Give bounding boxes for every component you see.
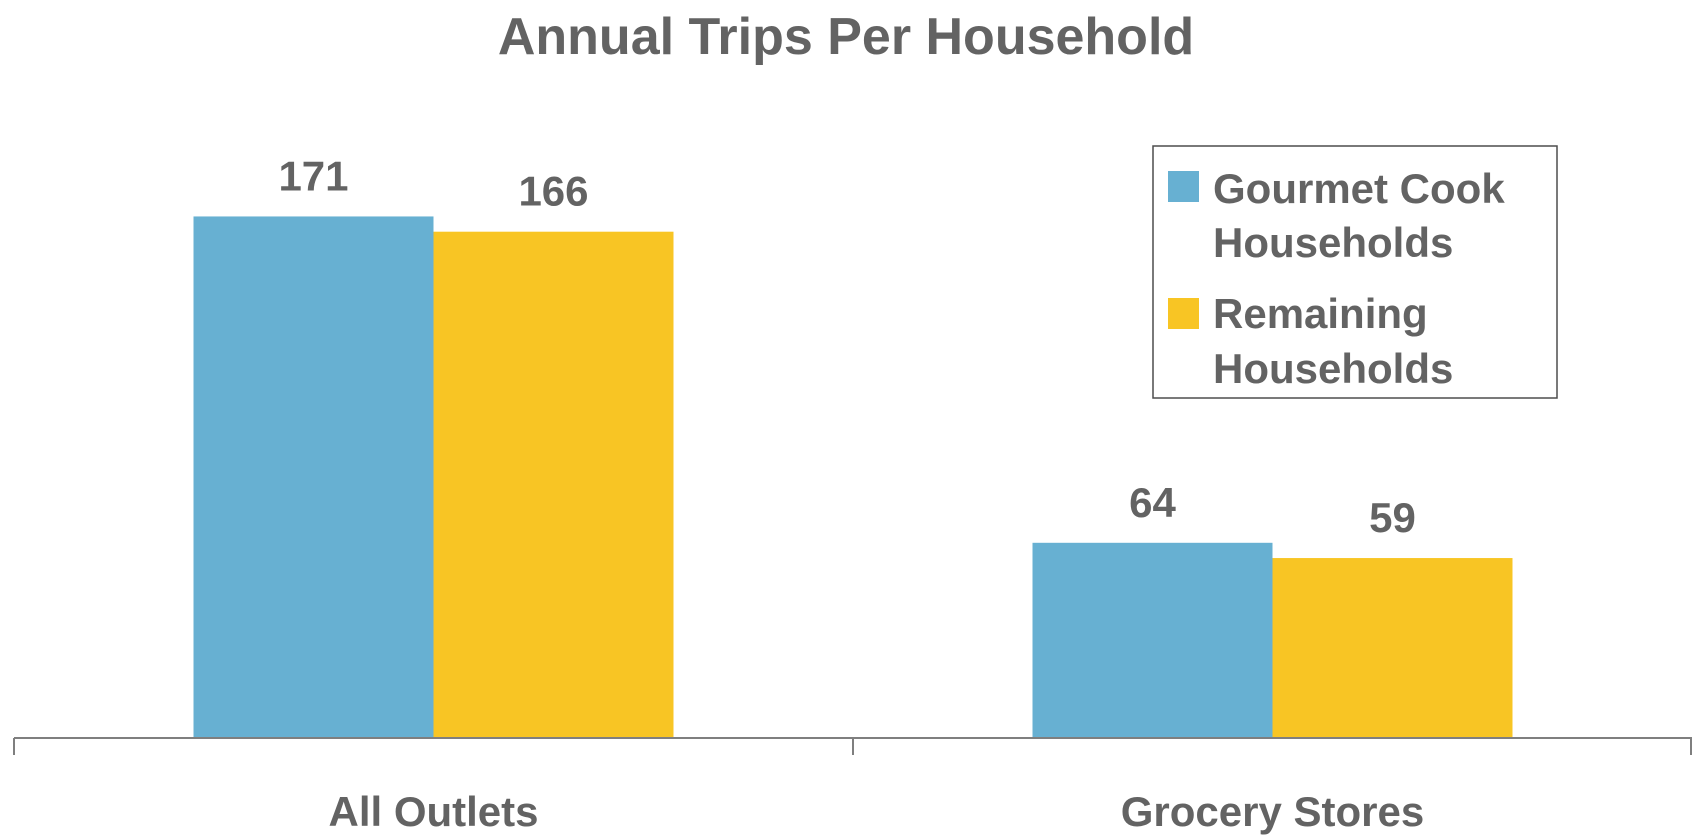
x-axis <box>13 737 1692 755</box>
chart-title: Annual Trips Per Household <box>498 8 1194 66</box>
data-label-all-outlets-remaining-households: 166 <box>518 168 588 215</box>
legend: Gourmet Cook Households Remaining Househ… <box>1152 145 1558 399</box>
bar-all-outlets-gourmet-cook-households <box>193 216 434 738</box>
legend-swatch-gourmet <box>1168 171 1199 202</box>
bar-grocery-stores-gourmet-cook-households <box>1032 542 1273 738</box>
bars-group <box>193 216 1513 738</box>
bar-all-outlets-remaining-households <box>433 231 674 738</box>
data-label-all-outlets-gourmet-cook-households: 171 <box>278 152 348 199</box>
legend-label-remaining: Remaining Households <box>1213 290 1453 392</box>
bar-grocery-stores-remaining-households <box>1272 558 1513 738</box>
category-labels-group: All Outlets Grocery Stores <box>328 788 1424 835</box>
category-label-grocery-stores: Grocery Stores <box>1121 788 1424 835</box>
data-labels-group: 171 166 64 59 <box>278 152 1415 541</box>
data-label-grocery-stores-remaining-households: 59 <box>1369 494 1416 541</box>
legend-swatch-remaining <box>1168 298 1199 329</box>
data-label-grocery-stores-gourmet-cook-households: 64 <box>1129 479 1176 526</box>
legend-label-gourmet: Gourmet Cook Households <box>1213 165 1516 266</box>
legend-frame <box>1152 145 1558 399</box>
category-label-all-outlets: All Outlets <box>328 788 538 835</box>
